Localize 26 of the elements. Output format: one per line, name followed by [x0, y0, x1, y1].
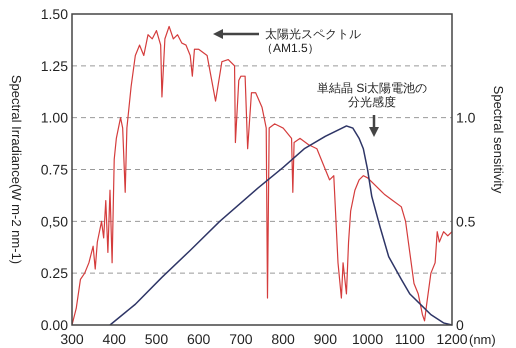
line-series — [109, 125, 453, 326]
y2-tick-label: 1.0 — [456, 110, 476, 126]
y-tick-label: 1.50 — [40, 6, 68, 22]
x-tick-label: 800 — [271, 331, 296, 347]
x-tick-label: 1000 — [352, 331, 384, 347]
y-axis-title: Spectral Irradiance(W m-2 nm-1) — [9, 74, 24, 264]
y2-axis-title: Spectral sensitivity — [491, 86, 506, 194]
x-tick-label: 600 — [186, 331, 211, 347]
y2-tick-label: 0.5 — [456, 213, 476, 230]
x-tick-label: 900 — [314, 331, 338, 347]
annotation: 単結晶 Si太陽電池の分光感度 — [316, 81, 428, 109]
x-tick-label: 400 — [102, 331, 126, 347]
x-tick-label: 1200 — [436, 331, 468, 347]
x-axis-title: (nm) — [469, 332, 496, 347]
x-tick-label: 300 — [60, 331, 84, 347]
x-tick-label: 500 — [144, 331, 168, 347]
x-tick-label: 1100 — [394, 331, 426, 347]
y-tick-label: 0.25 — [40, 265, 68, 282]
y2-tick-label: 0 — [456, 317, 464, 333]
y-tick-label: 1.25 — [40, 58, 68, 74]
y-tick-label: 0.75 — [40, 162, 68, 178]
y-tick-label: 0.00 — [40, 317, 68, 333]
y-tick-label: 1.00 — [40, 110, 68, 126]
y-tick-label: 0,50 — [40, 213, 68, 230]
annotation: 太陽光スペクトル（AM1.5） — [261, 27, 361, 55]
x-tick-label: 700 — [229, 331, 253, 347]
